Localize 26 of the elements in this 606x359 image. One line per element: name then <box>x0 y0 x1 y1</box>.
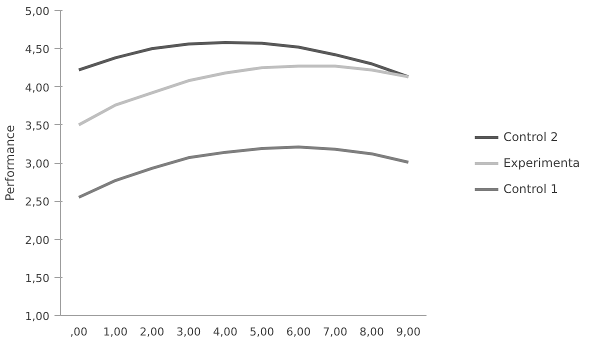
y-tick-label: 3,50 <box>25 119 50 132</box>
x-tick-label: 1,00 <box>103 326 128 338</box>
y-tick-label: 3,00 <box>25 158 50 170</box>
y-tick-label: 2,50 <box>25 196 50 209</box>
x-tick-label: 2,00 <box>140 326 164 338</box>
y-tick-label: 1,50 <box>25 272 50 285</box>
y-tick-label: 4,50 <box>25 43 50 56</box>
line-series <box>77 145 410 199</box>
x-tick-label: ,00 <box>70 326 88 338</box>
y-axis-title: Performance <box>3 124 18 202</box>
x-tick-label: 4,00 <box>213 326 238 338</box>
x-tick-label: 7,00 <box>322 326 348 338</box>
legend-label: Control 2 <box>503 130 558 144</box>
line-series <box>77 64 410 126</box>
y-tick-label: 4,00 <box>25 81 50 94</box>
x-tick-label: 6,00 <box>286 326 311 338</box>
legend-label: Control 1 <box>503 182 558 196</box>
y-tick-label: 1,00 <box>25 310 50 323</box>
legend-label: Experimenta <box>503 156 580 170</box>
x-tick-label: 9,00 <box>396 326 421 338</box>
y-tick-label: 5,00 <box>25 5 50 18</box>
x-tick-label: 3,00 <box>176 326 201 338</box>
x-tick-label: 8,00 <box>360 326 384 338</box>
y-tick-label: 2,00 <box>25 234 50 247</box>
line-series <box>77 41 410 78</box>
x-tick-label: 5,00 <box>250 326 274 338</box>
